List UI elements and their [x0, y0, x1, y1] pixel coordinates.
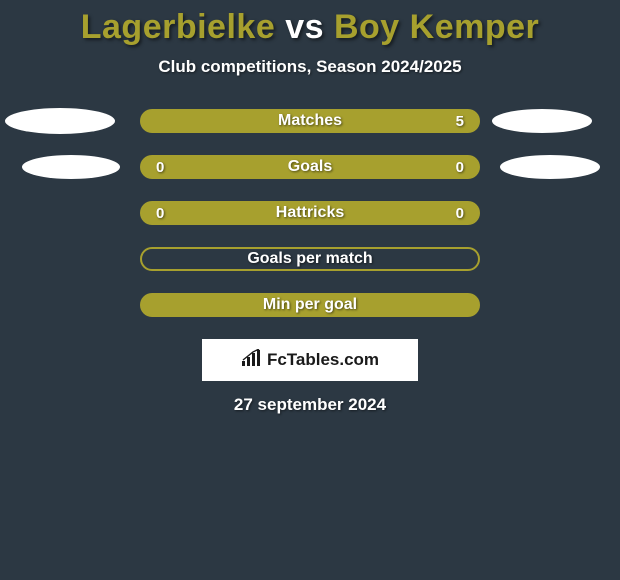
stat-label: Hattricks [276, 204, 344, 222]
vs-text: vs [285, 8, 324, 46]
subtitle: Club competitions, Season 2024/2025 [0, 57, 620, 77]
left-ellipse [5, 108, 115, 134]
player1-name: Lagerbielke [81, 8, 275, 46]
stat-right-value: 0 [448, 159, 464, 176]
left-ellipse [22, 155, 120, 179]
stat-bar: Matches 5 [140, 109, 480, 133]
stat-row: 0 Hattricks 0 [0, 201, 620, 225]
stat-bar: 0 Goals 0 [140, 155, 480, 179]
stat-bar: Goals per match [140, 247, 480, 271]
stat-row: Goals per match [0, 247, 620, 271]
logo-box: FcTables.com [202, 339, 418, 381]
stat-right-value: 5 [448, 113, 464, 130]
right-ellipse [500, 155, 600, 179]
stat-bar: Min per goal [140, 293, 480, 317]
right-ellipse [492, 109, 592, 133]
stat-label: Goals [288, 158, 332, 176]
comparison-title: Lagerbielke vs Boy Kemper [0, 0, 620, 47]
stat-label: Matches [278, 112, 342, 130]
logo-text: FcTables.com [267, 350, 379, 370]
stat-label: Min per goal [263, 296, 357, 314]
stat-label: Goals per match [247, 250, 372, 268]
date: 27 september 2024 [0, 395, 620, 415]
stat-left-value: 0 [156, 205, 172, 222]
stat-row: Matches 5 [0, 109, 620, 133]
bars-icon [241, 349, 263, 372]
player2-name: Boy Kemper [334, 8, 539, 46]
logo: FcTables.com [241, 349, 379, 372]
stat-bar: 0 Hattricks 0 [140, 201, 480, 225]
stat-row: Min per goal [0, 293, 620, 317]
stat-row: 0 Goals 0 [0, 155, 620, 179]
stat-left-value: 0 [156, 159, 172, 176]
stat-right-value: 0 [448, 205, 464, 222]
stat-rows: Matches 5 0 Goals 0 0 Hattricks 0 Goals per matc… [0, 109, 620, 317]
